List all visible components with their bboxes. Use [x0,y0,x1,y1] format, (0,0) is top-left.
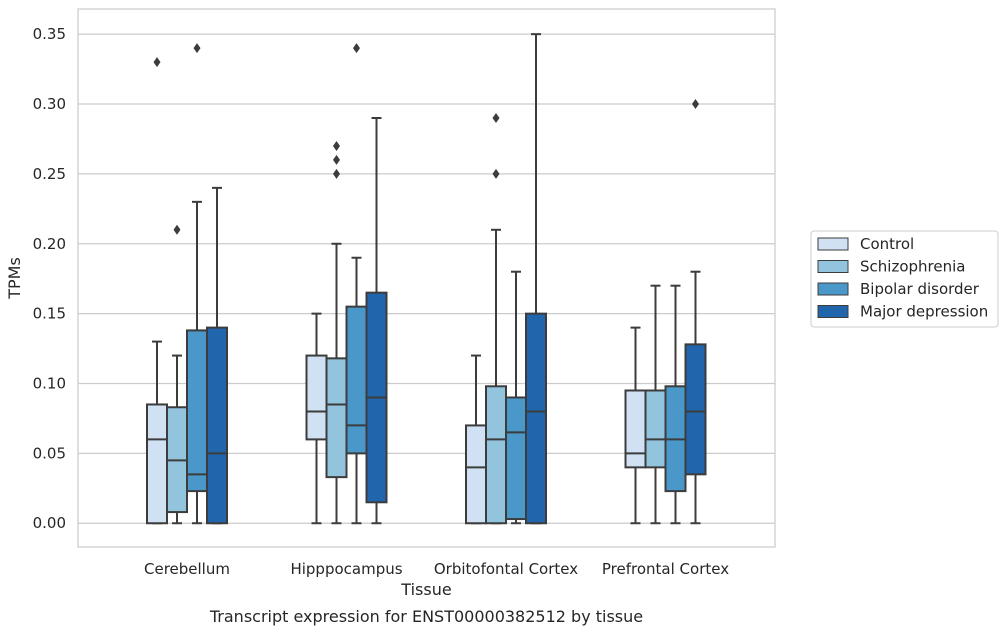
outlier-point [492,168,500,179]
legend-frame [810,230,999,328]
y-tick-label: 0.00 [33,514,66,532]
x-tick-label: Prefrontal Cortex [602,560,729,578]
y-tick-label: 0.10 [33,375,66,393]
plot-area-frame [77,8,776,548]
chart-caption: Transcript expression for ENST0000038251… [209,607,643,626]
y-tick-label: 0.35 [33,25,66,43]
y-axis-title: TPMs [5,257,24,300]
y-tick-label: 0.05 [33,444,66,462]
boxes [146,33,707,525]
legend: Control Schizophrenia Bipolar disorder Majo… [810,230,999,328]
legend-label: Major depression [860,303,988,321]
y-tick-label: 0.15 [33,305,66,323]
x-tick-label: Hipppocampus [290,560,402,578]
legend-swatch [817,260,849,273]
box-body [325,357,348,479]
outlier-point [173,224,181,235]
x-axis-title: Tissue [400,580,451,599]
outlier-point [692,99,699,110]
box-body [644,389,667,469]
box-body [624,389,647,469]
box-1-0 [166,224,188,525]
box-body [206,326,228,525]
outlier-point [193,43,201,54]
box-body [525,312,547,525]
box-0-2 [465,354,487,525]
box-body [305,354,328,441]
legend-swatch [817,305,849,318]
outlier-point [153,57,161,68]
box-2-3 [664,284,687,525]
outlier-point [353,43,360,54]
box-2-2 [505,270,527,525]
box-0-3 [624,326,647,525]
y-tick-label: 0.30 [33,95,66,113]
box-1-3 [644,284,667,525]
box-2-1 [345,43,368,525]
legend-swatch [817,282,849,296]
box-body [146,403,168,525]
box-body [186,329,208,493]
box-body [684,343,707,476]
outlier-point [333,168,340,179]
legend-label: Bipolar disorder [860,280,980,298]
x-tick-label: Orbitofontal Cortex [434,560,578,578]
outlier-point [333,140,340,151]
box-3-3 [684,99,707,525]
box-body [485,385,507,525]
box-1-1 [325,140,348,525]
box-3-1 [365,116,388,525]
legend-swatch [817,237,849,251]
box-3-2 [525,33,547,525]
y-tick-label: 0.20 [33,235,66,253]
box-1-2 [485,112,507,525]
outlier-point [492,112,500,123]
outlier-point [333,154,340,165]
box-0-1 [305,312,328,525]
box-2-0 [186,43,208,525]
box-body [465,424,487,525]
x-axis-ticks: Cerebellum Hipppocampus Orbitofontal Corte… [144,560,729,578]
legend-label: Control [860,235,914,253]
box-0-0 [146,57,168,525]
y-axis-ticks: 0.00 0.05 0.10 0.15 0.20 0.25 0.30 0.35 [33,25,66,532]
box-body [345,305,368,455]
legend-label: Schizophrenia [860,258,965,276]
y-tick-label: 0.25 [33,165,66,183]
box-3-0 [206,186,228,525]
x-tick-label: Cerebellum [144,560,230,578]
box-body [505,396,527,521]
